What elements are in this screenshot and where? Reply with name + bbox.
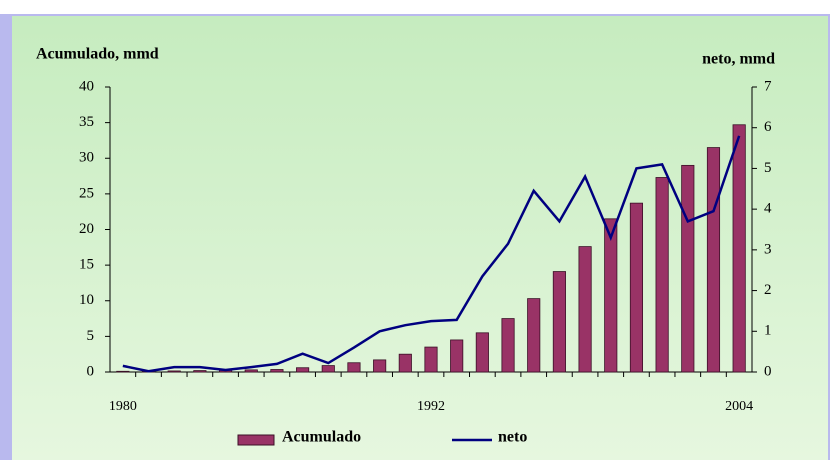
y-tick-label: 35 (79, 114, 94, 130)
y-tick-label: 40 (79, 78, 94, 94)
bar (347, 362, 361, 373)
bar (655, 177, 669, 373)
bar (527, 298, 541, 373)
y2-tick-label: 0 (764, 363, 772, 379)
legend-label: Acumulado (282, 429, 361, 446)
y2-axis-label: neto, mmd (702, 51, 775, 68)
bar (398, 353, 412, 373)
y2-tick-label: 4 (764, 201, 772, 217)
y2-tick-label: 3 (764, 241, 772, 257)
bar (604, 218, 618, 373)
bar (501, 318, 515, 373)
bar (732, 124, 746, 373)
bar (681, 164, 695, 373)
y-tick-label: 30 (79, 150, 94, 166)
bar (552, 271, 566, 373)
bar (629, 202, 644, 373)
bar (296, 367, 310, 373)
bar (578, 246, 592, 373)
y-tick-label: 15 (79, 257, 94, 273)
y-tick-label: 10 (79, 292, 94, 308)
x-tick-label: 1992 (417, 399, 445, 414)
bar (244, 369, 258, 373)
y-axis-label: Acumulado, mmd (36, 46, 159, 63)
line (122, 135, 741, 373)
legend-swatch (237, 434, 275, 446)
y-tick-label: 20 (79, 221, 94, 237)
x-tick-label: 2004 (725, 399, 753, 414)
chart-area (12, 16, 828, 460)
bar (116, 370, 130, 373)
bar (167, 370, 181, 373)
y-tick-label: 25 (79, 185, 94, 201)
y2-tick-label: 5 (764, 160, 772, 176)
bar (193, 370, 207, 373)
y2-tick-label: 1 (764, 323, 772, 339)
x-tick-label: 1980 (109, 399, 137, 414)
bar (706, 147, 721, 373)
bar (450, 339, 464, 373)
y2-tick-label: 7 (764, 78, 772, 94)
bar (321, 365, 335, 373)
y2-tick-label: 2 (764, 282, 772, 298)
bar (270, 369, 284, 373)
bar (373, 359, 387, 373)
bar (475, 332, 489, 373)
y2-tick-label: 6 (764, 119, 772, 135)
y-tick-label: 0 (87, 363, 95, 379)
bar (424, 346, 438, 373)
legend-label: neto (498, 429, 527, 446)
y-tick-label: 5 (87, 328, 95, 344)
